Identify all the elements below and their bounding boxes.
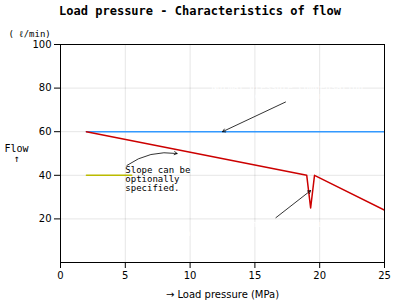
svg-text:80: 80 bbox=[39, 82, 52, 93]
html-text:Load pressure - Characteristic: Load pressure - Characteristics of flow bbox=[59, 4, 341, 18]
svg-text:25: 25 bbox=[378, 270, 391, 281]
svg-text:( ℓ/min): ( ℓ/min) bbox=[9, 29, 51, 39]
svg-text:→ Load pressure (MPa): → Load pressure (MPa) bbox=[166, 289, 279, 300]
svg-text:10: 10 bbox=[184, 270, 197, 281]
svg-text:Flow↑: Flow↑ bbox=[4, 143, 29, 164]
svg-text:0: 0 bbox=[57, 270, 63, 281]
svg-text:Normal pressure compensation(F: Normal pressure compensation(For general… bbox=[211, 82, 363, 101]
svg-text:15: 15 bbox=[249, 270, 262, 281]
svg-text:pressure compensation function: pressure compensation functionaccording … bbox=[185, 219, 364, 238]
svg-text:5: 5 bbox=[122, 270, 128, 281]
svg-text:40: 40 bbox=[39, 170, 52, 181]
svg-text:100: 100 bbox=[32, 39, 51, 50]
svg-text:60: 60 bbox=[39, 126, 52, 137]
svg-text:20: 20 bbox=[39, 213, 52, 224]
svg-text:20: 20 bbox=[313, 270, 326, 281]
svg-text:Slope can beoptionallyspecifie: Slope can beoptionallyspecified. bbox=[125, 165, 190, 193]
